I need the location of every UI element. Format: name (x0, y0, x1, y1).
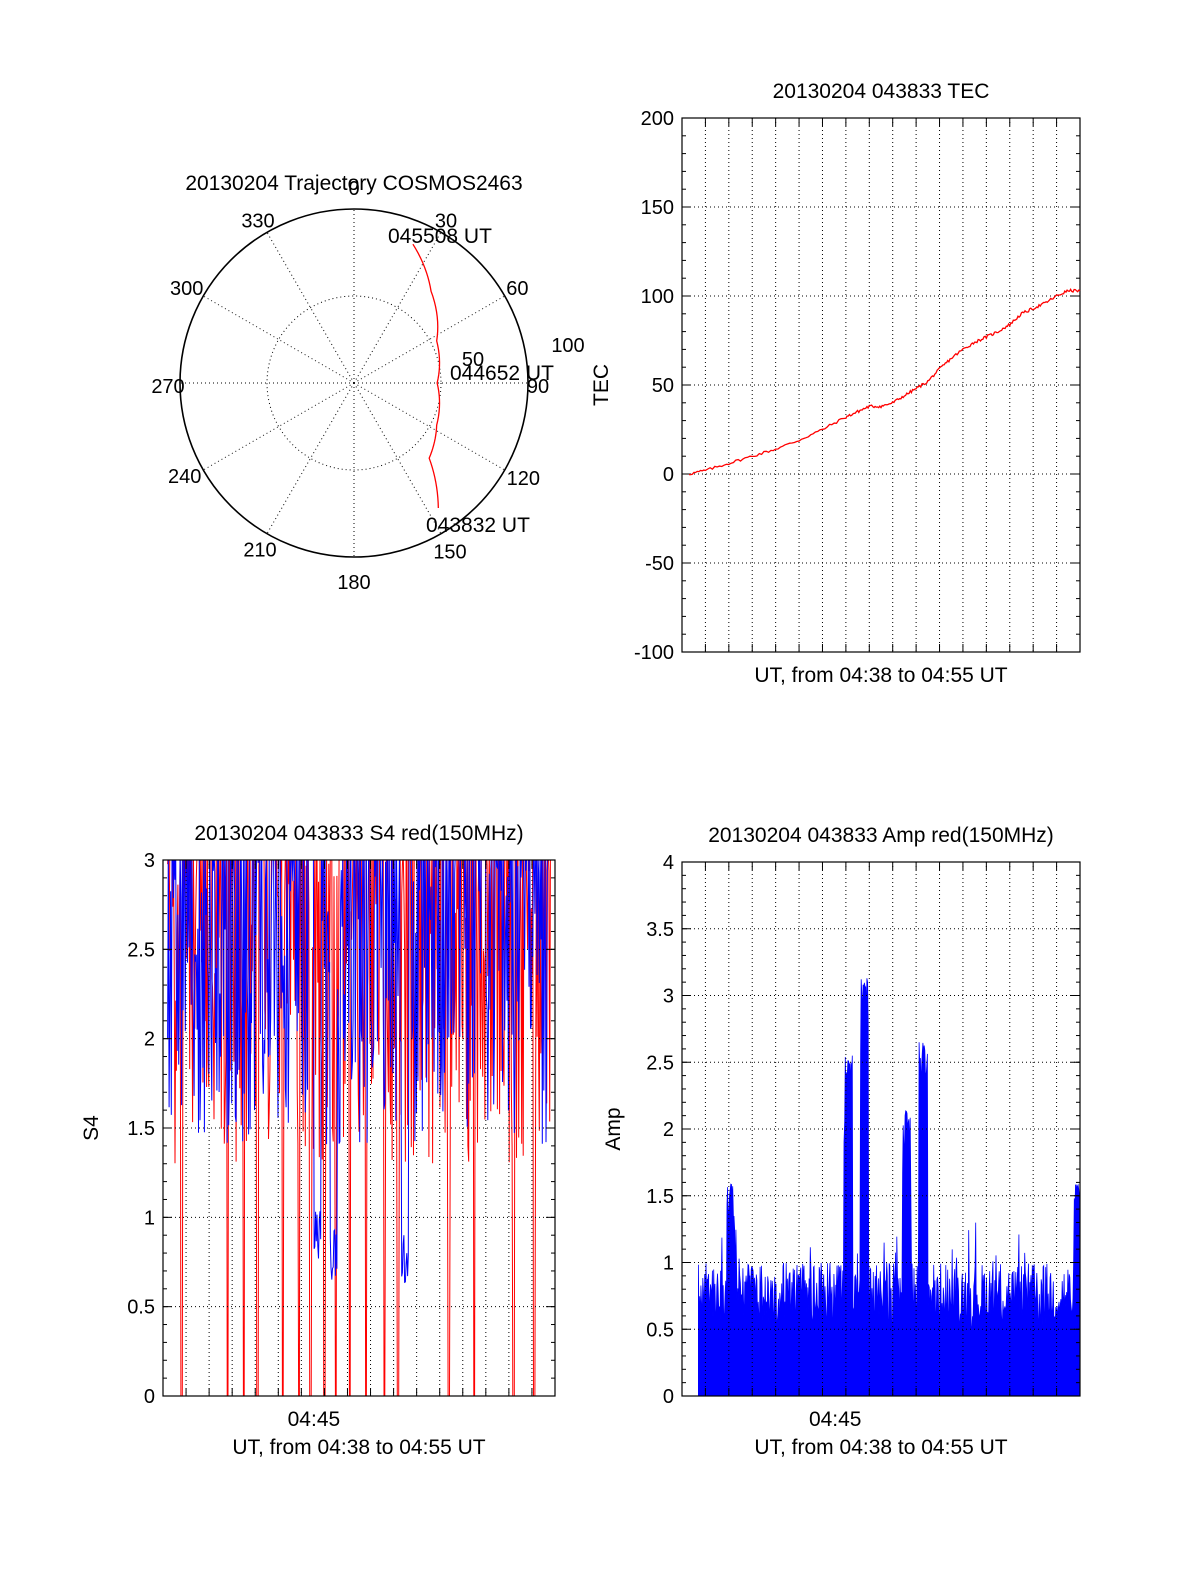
y-tick-label: 4 (663, 852, 674, 874)
polar-angle-label: 60 (506, 278, 528, 300)
y-tick-label: 2 (663, 1119, 674, 1141)
y-tick-label: 2.5 (646, 1052, 674, 1074)
y-tick-label: 3 (144, 850, 155, 872)
chart-title: 20130204 043833 Amp red(150MHz) (708, 824, 1054, 847)
polar-angle-label: 240 (168, 466, 201, 488)
y-axis-label: S4 (80, 1115, 103, 1141)
y-tick-label: -50 (645, 553, 674, 575)
x-axis-label: UT, from 04:38 to 04:55 UT (754, 664, 1007, 687)
y-tick-label: 100 (641, 286, 674, 308)
polar-angle-label: 270 (151, 376, 184, 398)
y-tick-label: 0.5 (127, 1297, 155, 1319)
y-tick-label: -100 (634, 642, 674, 664)
y-tick-label: 0 (144, 1386, 155, 1408)
chart-title: 20130204 043833 TEC (773, 80, 990, 103)
y-tick-label: 0 (663, 1386, 674, 1408)
polar-spoke (353, 382, 505, 471)
y-tick-label: 3.5 (646, 919, 674, 941)
y-tick-label: 3 (663, 986, 674, 1008)
y-axis-label: TEC (590, 364, 613, 406)
polar-radial-label: 50 (462, 349, 484, 371)
polar-spoke (353, 295, 505, 384)
polar-spoke (203, 295, 355, 384)
amp-series-area (698, 978, 1081, 1397)
polar-angle-label: 150 (433, 541, 466, 563)
polar-radial-label: 100 (551, 335, 584, 357)
polar-spoke (203, 382, 355, 471)
polar-angle-label: 120 (507, 468, 540, 490)
plot-frame (681, 117, 1081, 653)
tec-series-line (689, 287, 1081, 476)
polar-angle-label: 0 (348, 178, 359, 200)
polar-angle-label: 210 (243, 539, 276, 561)
polar-spoke (353, 382, 442, 534)
polar-inner-circle (266, 295, 442, 471)
polar-annotation: 043832 UT (426, 514, 530, 537)
polar-angle-label: 330 (241, 211, 274, 233)
polar-angle-label: 180 (337, 572, 370, 594)
y-tick-label: 200 (641, 108, 674, 130)
y-tick-label: 1 (663, 1253, 674, 1275)
y-tick-label: 2.5 (127, 939, 155, 961)
polar-spoke (266, 232, 355, 384)
plot-frame (681, 861, 1081, 1397)
y-tick-label: 2 (144, 1029, 155, 1051)
y-tick-label: 1 (144, 1207, 155, 1229)
polar-outer-circle (179, 208, 529, 558)
x-tick-label: 04:45 (809, 1408, 862, 1431)
plot-frame (162, 859, 556, 1397)
y-tick-label: 0 (663, 464, 674, 486)
amp-chart: 4 3.5 3 2.5 2 1.5 1 0.5 0 20130204 043833 Amp red… (602, 824, 1081, 1459)
polar-title: 20130204 Trajectory COSMOS2463 (185, 172, 522, 195)
x-axis-label: UT, from 04:38 to 04:55 UT (232, 1436, 485, 1459)
s4-series-line (167, 860, 548, 1284)
y-axis-label: Amp (602, 1107, 625, 1150)
polar-angle-label: 30 (435, 211, 457, 233)
y-tick-label: 1.5 (127, 1118, 155, 1140)
polar-trajectory-line (412, 243, 441, 509)
y-tick-label: 50 (652, 375, 674, 397)
y-tick-label: 0.5 (646, 1319, 674, 1341)
s4-data-group (167, 860, 551, 1396)
tec-chart: 200 150 100 50 0 -50 -100 20130204 043833 TEC UT… (590, 80, 1081, 687)
s4-chart: 3 2.5 2 1.5 1 0.5 0 20130204 043833 S4 red(150M… (80, 822, 556, 1459)
polar-angle-label: 90 (527, 376, 549, 398)
polar-spoke (353, 232, 442, 384)
y-tick-label: 150 (641, 197, 674, 219)
x-axis-label: UT, from 04:38 to 04:55 UT (754, 1436, 1007, 1459)
chart-title: 20130204 043833 S4 red(150MHz) (194, 822, 523, 845)
polar-angle-label: 300 (170, 278, 203, 300)
y-tick-label: 1.5 (646, 1186, 674, 1208)
polar-annotation: 045508 UT (388, 225, 492, 248)
polar-spoke (266, 382, 355, 534)
polar-annotation: 044652 UT (450, 362, 554, 385)
x-tick-label: 04:45 (288, 1408, 341, 1431)
